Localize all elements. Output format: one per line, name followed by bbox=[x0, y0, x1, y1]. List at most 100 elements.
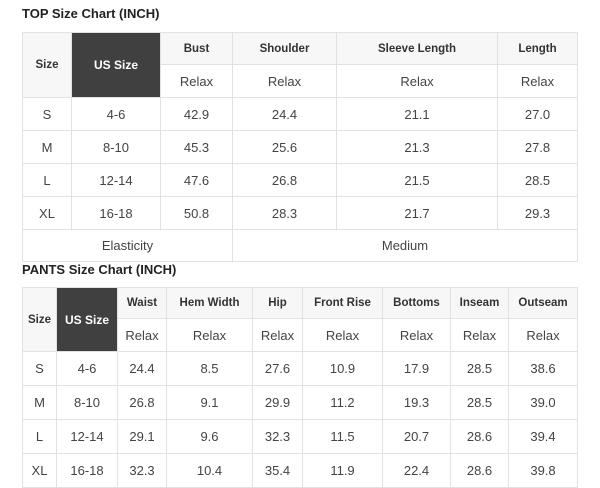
column-header: Bust bbox=[160, 32, 233, 65]
measurement-cell: 28.5 bbox=[450, 385, 509, 420]
measurement-cell: 38.6 bbox=[508, 351, 578, 386]
us-size-cell: 16-18 bbox=[56, 453, 118, 488]
measurement-cell: 28.6 bbox=[450, 453, 509, 488]
size-cell: XL bbox=[22, 453, 57, 488]
measurement-cell: 9.1 bbox=[166, 385, 253, 420]
pants-size-table: Size US Size Waist Hem Width Hip Front Rise Bo… bbox=[22, 287, 578, 488]
measurement-cell: 27.6 bbox=[252, 351, 303, 386]
measurement-cell: 27.8 bbox=[497, 130, 578, 164]
size-header: Size bbox=[22, 32, 72, 98]
us-size-header: US Size bbox=[56, 287, 118, 352]
measurement-cell: 21.5 bbox=[336, 163, 498, 197]
fit-cell: Relax bbox=[117, 318, 167, 352]
measurement-cell: 21.7 bbox=[336, 196, 498, 230]
measurement-cell: 10.4 bbox=[166, 453, 253, 488]
measurement-cell: 39.8 bbox=[508, 453, 578, 488]
fit-cell: Relax bbox=[336, 64, 498, 98]
measurement-cell: 39.0 bbox=[508, 385, 578, 420]
measurement-cell: 8.5 bbox=[166, 351, 253, 386]
measurement-cell: 24.4 bbox=[232, 97, 337, 131]
size-cell: L bbox=[22, 163, 72, 197]
table-row: S 4-6 24.4 8.5 27.6 10.9 17.9 28.5 38.6 bbox=[22, 351, 578, 386]
table-row: XL 16-18 32.3 10.4 35.4 11.9 22.4 28.6 39.8 bbox=[22, 453, 578, 488]
us-size-header: US Size bbox=[71, 32, 161, 98]
header-row: Size US Size Bust Shoulder Sleeve Length Leng… bbox=[22, 32, 578, 98]
table-row: M 8-10 26.8 9.1 29.9 11.2 19.3 28.5 39.0 bbox=[22, 385, 578, 420]
column-header: Length bbox=[497, 32, 578, 65]
measurement-cell: 24.4 bbox=[117, 351, 167, 386]
measurement-cell: 50.8 bbox=[160, 196, 233, 230]
measurement-cell: 42.9 bbox=[160, 97, 233, 131]
fit-cell: Relax bbox=[166, 318, 253, 352]
size-header: Size bbox=[22, 287, 57, 352]
table-row: M 8-10 45.3 25.6 21.3 27.8 bbox=[22, 130, 578, 164]
us-size-cell: 4-6 bbox=[56, 351, 118, 386]
measurement-cell: 26.8 bbox=[117, 385, 167, 420]
column-header: Waist bbox=[117, 287, 167, 319]
us-size-cell: 12-14 bbox=[56, 419, 118, 454]
column-header: Front Rise bbox=[302, 287, 383, 319]
measurement-cell: 45.3 bbox=[160, 130, 233, 164]
column-header: Inseam bbox=[450, 287, 509, 319]
measurement-cell: 25.6 bbox=[232, 130, 337, 164]
measurement-cell: 47.6 bbox=[160, 163, 233, 197]
measurement-cell: 29.3 bbox=[497, 196, 578, 230]
us-size-cell: 4-6 bbox=[71, 97, 161, 131]
measurement-cell: 10.9 bbox=[302, 351, 383, 386]
measurement-cell: 21.1 bbox=[336, 97, 498, 131]
measurement-cell: 28.5 bbox=[450, 351, 509, 386]
measurement-cell: 21.3 bbox=[336, 130, 498, 164]
us-size-cell: 8-10 bbox=[56, 385, 118, 420]
table-row: L 12-14 29.1 9.6 32.3 11.5 20.7 28.6 39.4 bbox=[22, 419, 578, 454]
fit-cell: Relax bbox=[252, 318, 303, 352]
measurement-cell: 28.6 bbox=[450, 419, 509, 454]
top-size-table: Size US Size Bust Shoulder Sleeve Length Leng… bbox=[22, 32, 578, 262]
measurement-cell: 28.3 bbox=[232, 196, 337, 230]
measurement-cell: 19.3 bbox=[382, 385, 451, 420]
fit-cell: Relax bbox=[382, 318, 451, 352]
table-row: XL 16-18 50.8 28.3 21.7 29.3 bbox=[22, 196, 578, 230]
size-cell: M bbox=[22, 130, 72, 164]
us-size-cell: 16-18 bbox=[71, 196, 161, 230]
size-cell: S bbox=[22, 97, 72, 131]
measurement-cell: 39.4 bbox=[508, 419, 578, 454]
measurement-cell: 28.5 bbox=[497, 163, 578, 197]
column-header: Shoulder bbox=[232, 32, 337, 65]
column-header: Hem Width bbox=[166, 287, 253, 319]
measurement-cell: 11.9 bbox=[302, 453, 383, 488]
table-row: L 12-14 47.6 26.8 21.5 28.5 bbox=[22, 163, 578, 197]
measurement-cell: 27.0 bbox=[497, 97, 578, 131]
top-chart-title: TOP Size Chart (INCH) bbox=[22, 6, 160, 21]
header-row: Size US Size Waist Hem Width Hip Front Rise Bo… bbox=[22, 287, 578, 352]
measurement-cell: 26.8 bbox=[232, 163, 337, 197]
elasticity-row: Elasticity Medium bbox=[22, 229, 578, 262]
measurement-cell: 9.6 bbox=[166, 419, 253, 454]
fit-cell: Relax bbox=[497, 64, 578, 98]
fit-row: Relax Relax Relax Relax bbox=[23, 64, 578, 98]
size-cell: M bbox=[22, 385, 57, 420]
size-cell: S bbox=[22, 351, 57, 386]
fit-row: Relax Relax Relax Relax Relax Relax Relax bbox=[23, 318, 578, 352]
us-size-cell: 12-14 bbox=[71, 163, 161, 197]
fit-cell: Relax bbox=[508, 318, 578, 352]
size-cell: XL bbox=[22, 196, 72, 230]
table-row: S 4-6 42.9 24.4 21.1 27.0 bbox=[22, 97, 578, 131]
column-header: Sleeve Length bbox=[336, 32, 498, 65]
measurement-cell: 32.3 bbox=[117, 453, 167, 488]
measurement-cell: 22.4 bbox=[382, 453, 451, 488]
measurement-cell: 32.3 bbox=[252, 419, 303, 454]
fit-cell: Relax bbox=[302, 318, 383, 352]
us-size-cell: 8-10 bbox=[71, 130, 161, 164]
measurement-cell: 11.2 bbox=[302, 385, 383, 420]
measurement-cell: 17.9 bbox=[382, 351, 451, 386]
elasticity-label: Elasticity bbox=[22, 229, 233, 262]
fit-cell: Relax bbox=[232, 64, 337, 98]
pants-chart-title: PANTS Size Chart (INCH) bbox=[22, 262, 177, 277]
column-header: Hip bbox=[252, 287, 303, 319]
fit-cell: Relax bbox=[160, 64, 233, 98]
size-cell: L bbox=[22, 419, 57, 454]
fit-cell: Relax bbox=[450, 318, 509, 352]
elasticity-value: Medium bbox=[232, 229, 578, 262]
measurement-cell: 29.1 bbox=[117, 419, 167, 454]
column-header: Outseam bbox=[508, 287, 578, 319]
